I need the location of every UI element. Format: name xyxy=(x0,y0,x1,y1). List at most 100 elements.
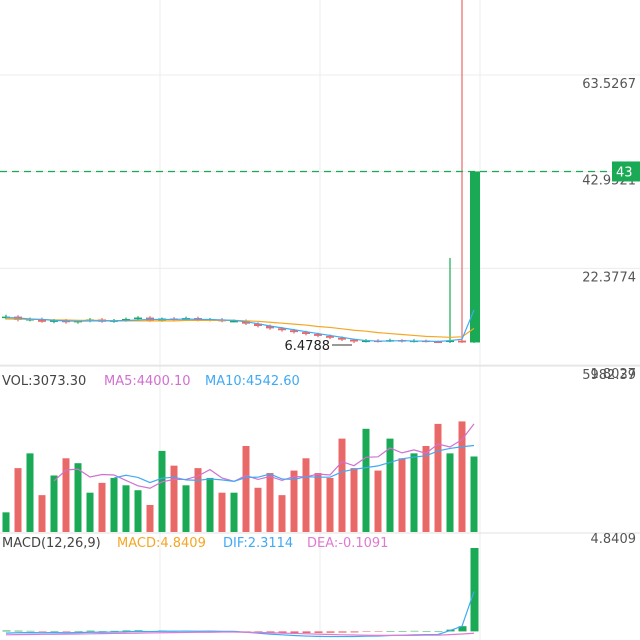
volume-bar xyxy=(194,468,202,532)
volume-bar xyxy=(74,463,82,532)
volume-bar xyxy=(326,477,334,532)
volume-bar xyxy=(362,428,370,532)
macd-bar xyxy=(86,630,95,632)
macd-bar xyxy=(350,631,359,633)
candle-body xyxy=(266,326,274,329)
volume-bar xyxy=(182,485,190,532)
volume-bar xyxy=(122,485,130,532)
volume-bar xyxy=(50,475,58,532)
macd-bar xyxy=(110,630,119,632)
volume-bar xyxy=(26,453,34,532)
candle-body xyxy=(470,171,480,343)
last-price-label: 43 xyxy=(616,165,633,180)
macd-bar xyxy=(278,631,287,633)
volume-bar xyxy=(410,453,418,532)
volume-bar xyxy=(470,456,478,532)
macd-bar xyxy=(98,631,107,632)
y-tick-label: 63.5267 xyxy=(582,77,636,92)
volume-bar xyxy=(434,423,442,532)
volume-bar xyxy=(386,438,394,532)
macd-bar xyxy=(338,631,347,633)
candle-body xyxy=(38,318,46,322)
ma-line xyxy=(113,444,475,484)
volume-bar xyxy=(14,468,22,532)
last-price-box xyxy=(612,161,640,182)
volume-bar xyxy=(242,445,250,532)
y-tick-label: 5982.39 xyxy=(582,368,636,383)
ma-line xyxy=(53,423,475,489)
macd-line xyxy=(5,591,475,638)
macd-line xyxy=(5,631,475,636)
volume-bar xyxy=(170,465,178,532)
ma-line xyxy=(5,309,475,343)
candle-body xyxy=(350,339,358,342)
macd-bar xyxy=(434,631,443,632)
candle-body xyxy=(278,328,286,331)
legend-item: DEA:-0.1091 xyxy=(307,536,388,551)
candle-body xyxy=(302,332,310,335)
macd-bar xyxy=(302,631,311,634)
y-tick-label: 4.8409 xyxy=(591,532,637,547)
overlay: 63.526742.952122.37741.802743VOL:3073.30… xyxy=(0,77,640,551)
volume-bar xyxy=(146,504,154,532)
volume-bar xyxy=(230,492,238,532)
candle-body xyxy=(338,337,346,340)
macd-bar xyxy=(266,631,275,633)
candle-body xyxy=(50,320,58,322)
volume-bar xyxy=(422,445,430,532)
volume-bar xyxy=(62,458,70,532)
candle-body xyxy=(290,330,298,333)
legend-label: MACD(12,26,9) xyxy=(2,536,101,551)
macd-bar xyxy=(470,548,479,632)
y-tick-label: 22.3774 xyxy=(582,270,636,285)
legend-item: MACD:4.8409 xyxy=(117,536,206,551)
volume-bar xyxy=(158,450,166,532)
volume-bar xyxy=(266,473,274,532)
candle-body xyxy=(134,317,142,320)
macd-bar xyxy=(374,631,383,632)
macd-bar xyxy=(50,631,59,632)
volume-bar xyxy=(290,470,298,532)
candle-body xyxy=(446,340,454,343)
volume-bar xyxy=(374,470,382,532)
volume-bar xyxy=(110,477,118,532)
volume-bar xyxy=(254,487,262,532)
low-label: 6.4788 xyxy=(285,339,331,354)
volume-bar xyxy=(98,482,106,532)
volume-panel xyxy=(2,421,478,532)
macd-bar xyxy=(410,630,419,632)
volume-bar xyxy=(302,458,310,532)
macd-bar xyxy=(290,631,299,634)
macd-bar xyxy=(74,631,83,632)
macd-bar xyxy=(14,630,23,632)
macd-bar xyxy=(122,630,131,632)
macd-bar xyxy=(326,631,335,633)
macd-bar xyxy=(38,631,47,632)
candle-body xyxy=(314,334,322,336)
legend-item: MA5:4400.10 xyxy=(104,374,191,389)
legend-item: DIF:2.3114 xyxy=(223,536,293,551)
candle-body xyxy=(254,323,262,327)
candle-body xyxy=(230,320,238,323)
volume-bar xyxy=(278,495,286,532)
candle-body xyxy=(458,340,466,343)
volume-bar xyxy=(38,495,46,532)
volume-bar xyxy=(458,421,466,532)
volume-bar xyxy=(338,438,346,532)
candle-body xyxy=(326,335,334,338)
volume-bar xyxy=(2,512,10,532)
volume-bar xyxy=(314,473,322,532)
candle-body xyxy=(362,340,370,343)
volume-bar xyxy=(206,477,214,532)
macd-bar xyxy=(386,631,395,632)
macd-bar xyxy=(398,631,407,632)
volume-bar xyxy=(86,492,94,532)
volume-bar xyxy=(446,453,454,532)
price-panel: 6.4788 xyxy=(0,0,640,366)
candle-body xyxy=(2,316,10,319)
macd-panel xyxy=(2,548,479,638)
candle-body xyxy=(434,341,442,344)
macd-bar xyxy=(458,626,467,632)
macd-bar xyxy=(62,631,71,632)
